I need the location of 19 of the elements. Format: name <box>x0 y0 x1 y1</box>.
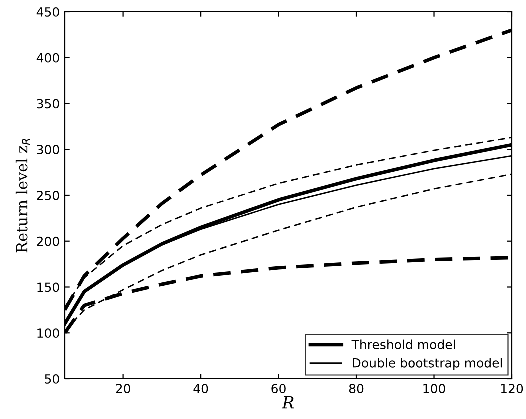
y-tick-label: 50 <box>45 374 60 384</box>
x-tick-label: 60 <box>272 384 286 394</box>
y-tick-label: 400 <box>36 53 60 63</box>
y-axis-title: Return level z$_{R}$ <box>16 139 30 253</box>
x-tick-label: 20 <box>116 384 130 394</box>
x-tick-label: 120 <box>501 384 524 394</box>
legend-label: Double bootstrap model <box>353 358 502 370</box>
y-tick-label: 250 <box>37 190 60 200</box>
y-tick-label: 450 <box>36 7 60 17</box>
x-axis-title: R <box>282 396 294 409</box>
x-tick-label: 40 <box>194 384 208 394</box>
y-tick-label: 100 <box>38 328 60 338</box>
y-tick-label: 300 <box>37 145 60 155</box>
legend-label: Threshold model <box>352 340 456 350</box>
x-tick-label: 100 <box>424 384 446 394</box>
y-tick-label: 150 <box>38 282 60 292</box>
y-tick-label: 200 <box>37 236 60 246</box>
y-tick-label: 350 <box>37 99 60 109</box>
x-tick-label: 80 <box>349 384 364 394</box>
